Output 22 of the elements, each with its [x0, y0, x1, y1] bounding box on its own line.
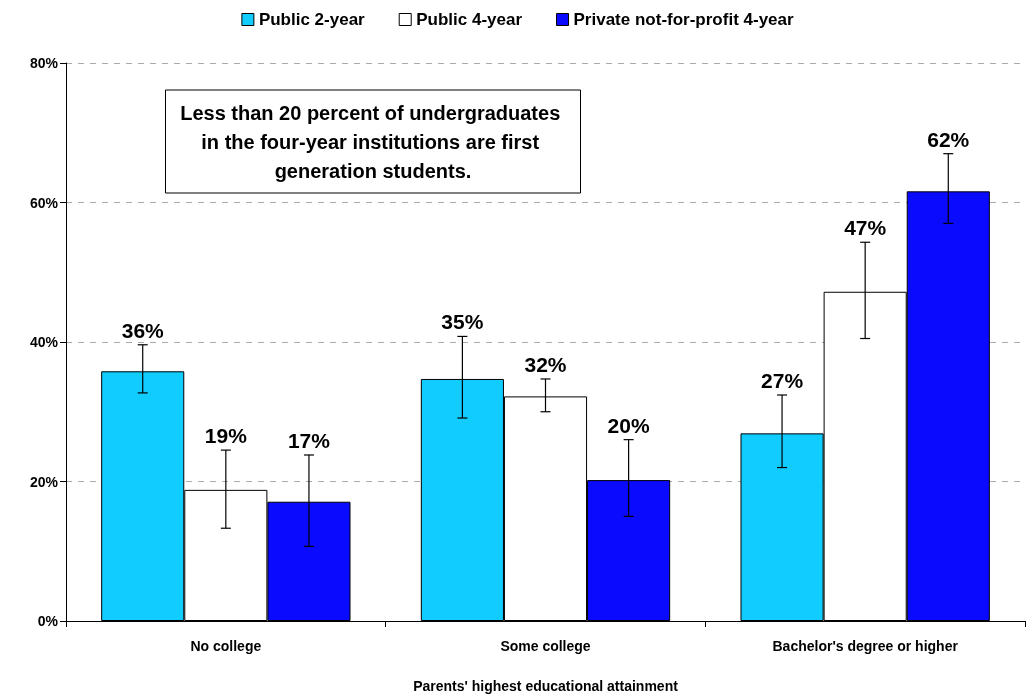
- data-label: 27%: [761, 369, 804, 393]
- x-tick-label: Bachelor's degree or higher: [772, 638, 959, 654]
- y-tick-label: 20%: [29, 473, 59, 490]
- legend-label: Public 2-year: [258, 10, 366, 29]
- legend-label: Public 4-year: [416, 10, 523, 29]
- y-tick-label: 40%: [29, 334, 59, 350]
- data-label: 17%: [287, 428, 331, 452]
- data-label: 20%: [607, 413, 650, 437]
- data-label: 35%: [441, 310, 484, 334]
- data-label: 19%: [204, 424, 248, 448]
- y-tick-label: 80%: [29, 55, 59, 71]
- data-label: 47%: [844, 216, 887, 240]
- data-label: 62%: [927, 127, 970, 151]
- y-tick-label: 0%: [37, 613, 59, 629]
- x-tick-label: No college: [190, 638, 262, 654]
- legend-label: Private not-for-profit 4-year: [573, 10, 794, 29]
- y-tick-label: 60%: [29, 194, 59, 211]
- data-label: 32%: [524, 352, 567, 376]
- data-label: 36%: [121, 318, 165, 342]
- x-tick-label: Some college: [500, 638, 591, 654]
- annotation: Less than 20 percent of undergraduates in the four-year institutions are first generation students.: [180, 101, 566, 182]
- x-axis-title: Parents' highest educational attainment: [413, 678, 679, 694]
